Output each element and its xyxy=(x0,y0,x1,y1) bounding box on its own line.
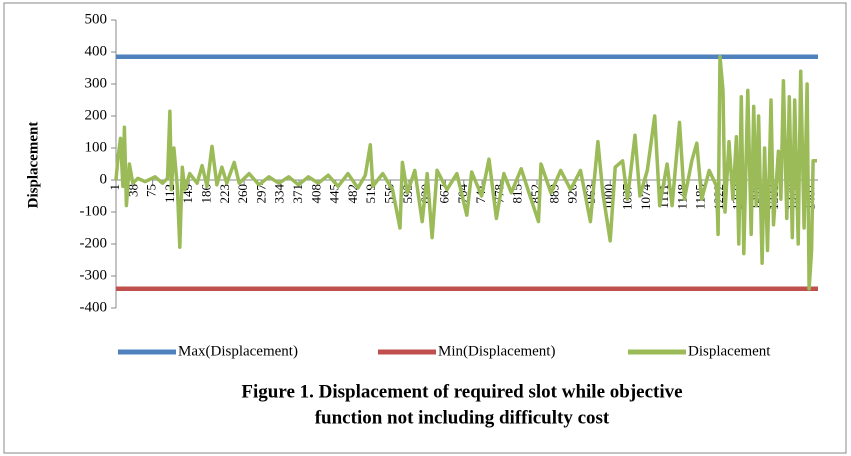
y-tick-label: 200 xyxy=(85,107,108,123)
legend-label: Max(Displacement) xyxy=(178,343,298,359)
y-tick-label: -300 xyxy=(80,267,108,283)
series-line xyxy=(114,55,817,291)
legend-label: Min(Displacement) xyxy=(438,343,555,359)
y-tick-label: -100 xyxy=(80,203,108,219)
caption: function not including difficulty cost xyxy=(315,407,610,428)
y-tick-label: -200 xyxy=(80,235,108,251)
x-tick-label: 371 xyxy=(290,184,305,204)
x-tick-label: 112 xyxy=(162,184,177,203)
y-tick-label: 400 xyxy=(85,43,108,59)
caption: Figure 1. Displacement of required slot … xyxy=(241,381,682,402)
x-tick-label: 408 xyxy=(308,184,323,204)
y-tick-label: -400 xyxy=(80,299,108,315)
x-tick-label: 75 xyxy=(144,184,159,197)
x-tick-label: 519 xyxy=(363,184,378,204)
y-tick-label: 300 xyxy=(85,75,108,91)
x-tick-label: 482 xyxy=(345,184,360,204)
x-tick-label: 260 xyxy=(235,184,250,204)
y-axis-label: Displacement xyxy=(25,122,41,209)
x-tick-label: 334 xyxy=(272,184,287,204)
x-tick-label: 186 xyxy=(199,184,214,204)
y-tick-label: 0 xyxy=(100,171,108,187)
x-tick-label: 297 xyxy=(253,184,268,204)
x-tick-label: 223 xyxy=(217,184,232,204)
y-tick-label: 500 xyxy=(85,11,108,27)
chart-border xyxy=(3,2,847,454)
legend-label: Displacement xyxy=(688,343,771,359)
x-tick-label: 1 xyxy=(107,184,122,191)
y-tick-label: 100 xyxy=(85,139,108,155)
x-tick-label: 445 xyxy=(327,184,342,204)
